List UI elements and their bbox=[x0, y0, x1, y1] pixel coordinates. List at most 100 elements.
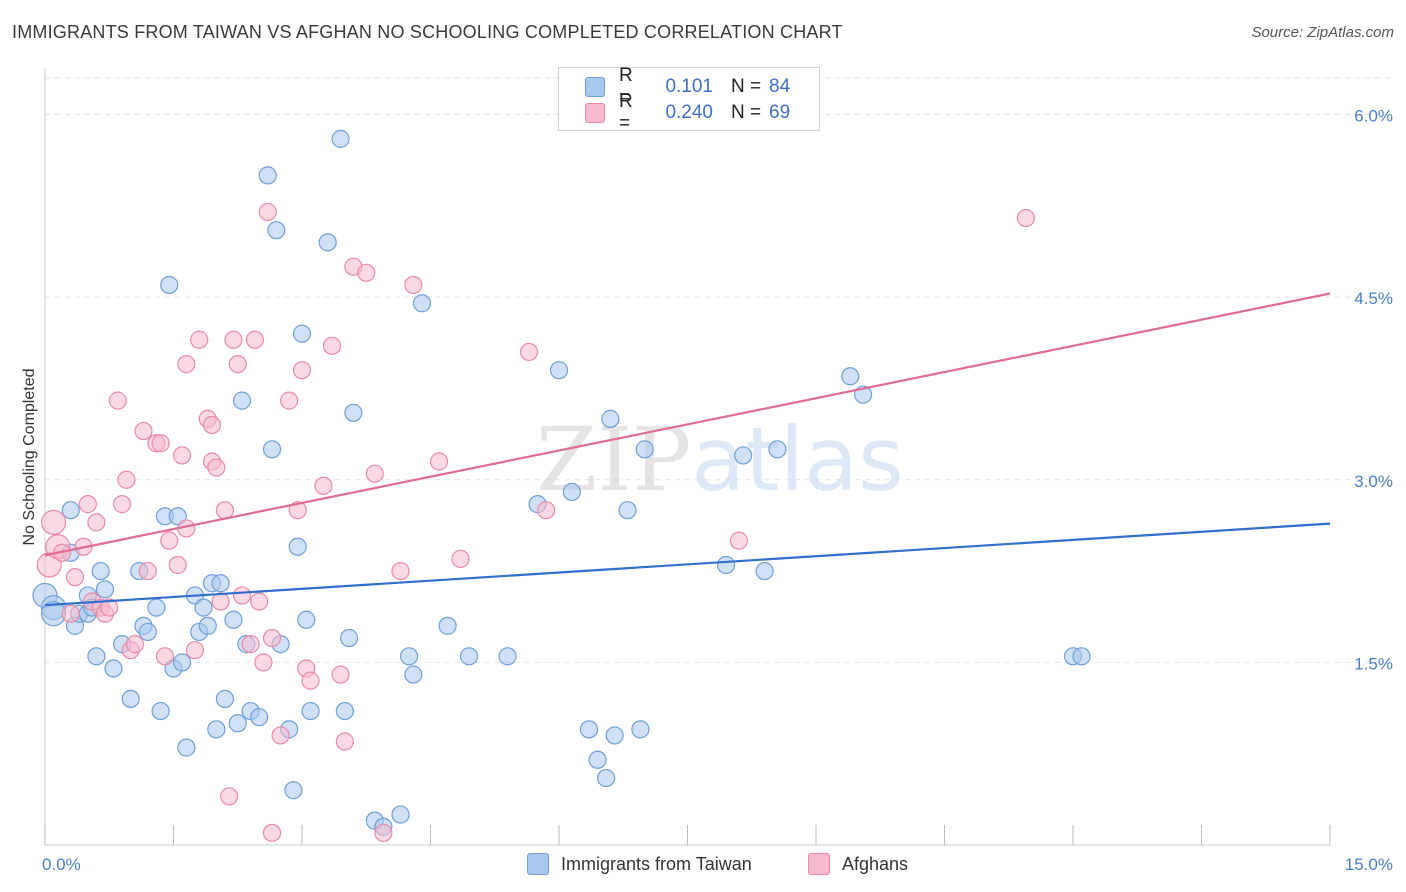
afghans-point bbox=[519, 342, 539, 362]
afghans-point bbox=[292, 361, 312, 380]
taiwan-point bbox=[198, 616, 217, 635]
legend-row-taiwan: R = 0.101 N = 84 bbox=[585, 65, 791, 108]
legend-n-value: 84 bbox=[769, 76, 791, 97]
afghans-point bbox=[215, 501, 234, 520]
taiwan-point bbox=[104, 659, 123, 678]
afghans-point bbox=[357, 263, 376, 282]
taiwan-point bbox=[228, 714, 247, 733]
axes bbox=[44, 68, 1331, 846]
taiwan-point bbox=[232, 391, 252, 410]
taiwan-point bbox=[605, 726, 624, 745]
taiwan-point bbox=[597, 768, 616, 788]
afghans-point bbox=[241, 635, 260, 654]
afghans-point bbox=[108, 391, 127, 410]
legend-swatch-taiwan bbox=[585, 77, 605, 97]
taiwan-point bbox=[404, 665, 423, 684]
taiwan-point bbox=[331, 129, 350, 148]
taiwan-point bbox=[284, 781, 303, 800]
afghans-point bbox=[117, 470, 136, 489]
x-tick-labels: 0.0% 15.0% bbox=[42, 855, 1393, 874]
y-tick-label: 1.5% bbox=[1354, 654, 1393, 673]
y-tick-labels: 1.5% 3.0% 4.5% 6.0% bbox=[1354, 107, 1393, 674]
afghans-point bbox=[40, 509, 67, 535]
afghans-point bbox=[258, 202, 277, 222]
afghans-point bbox=[451, 549, 470, 568]
legend-n-label: N = bbox=[731, 76, 762, 97]
taiwan-point bbox=[91, 561, 110, 581]
bottom-legend-swatch-afghans bbox=[808, 853, 830, 875]
taiwan-point bbox=[207, 720, 226, 739]
afghans-point bbox=[280, 391, 299, 410]
afghans-point bbox=[391, 561, 410, 581]
taiwan-point bbox=[344, 403, 363, 422]
legend-row-afghans: R = 0.240 N = 69 bbox=[585, 91, 791, 134]
legend-n-value: 69 bbox=[769, 102, 791, 123]
afghans-point bbox=[190, 330, 209, 349]
afghans-point bbox=[207, 458, 226, 477]
taiwan-point bbox=[138, 622, 157, 642]
afghans-point bbox=[155, 647, 175, 666]
taiwan-point bbox=[160, 275, 179, 295]
afghans-point bbox=[271, 726, 290, 745]
source-label: Source: ZipAtlas.com bbox=[1251, 24, 1394, 41]
taiwan-point bbox=[562, 482, 581, 502]
afghans-point bbox=[245, 330, 264, 349]
taiwan-point bbox=[1072, 647, 1091, 666]
afghans-point bbox=[65, 568, 85, 587]
afghans-point bbox=[87, 513, 106, 532]
afghans-point bbox=[232, 586, 252, 605]
afghans-point bbox=[172, 446, 192, 465]
afghans-point bbox=[160, 531, 179, 550]
afghans-point bbox=[100, 598, 119, 617]
afghans-point bbox=[335, 732, 354, 751]
taiwan-point bbox=[588, 750, 607, 769]
bottom-legend-taiwan: Immigrants from Taiwan bbox=[527, 852, 752, 876]
taiwan-point bbox=[292, 324, 312, 343]
afghans-point bbox=[138, 561, 157, 581]
taiwan-trend-line bbox=[44, 522, 1331, 607]
afghans-point bbox=[125, 635, 145, 654]
taiwan-point bbox=[635, 440, 654, 459]
afghans-point bbox=[365, 464, 384, 483]
taiwan-point bbox=[262, 440, 282, 459]
taiwan-point bbox=[340, 628, 359, 648]
bottom-legend-label-afghans: Afghans bbox=[842, 853, 909, 874]
taiwan-point bbox=[177, 738, 196, 757]
afghans-point bbox=[168, 555, 187, 575]
taiwan-point bbox=[716, 555, 736, 575]
scatter-points bbox=[32, 129, 1091, 842]
taiwan-point bbox=[579, 720, 599, 739]
taiwan-point bbox=[215, 689, 234, 709]
afghans-point bbox=[537, 501, 556, 520]
taiwan-point bbox=[601, 409, 620, 428]
watermark: ZIPatlas bbox=[536, 408, 904, 511]
afghans-point bbox=[322, 336, 342, 355]
legend-swatch-afghans bbox=[585, 103, 605, 123]
taiwan-point bbox=[618, 501, 637, 520]
taiwan-point bbox=[335, 701, 354, 721]
taiwan-point bbox=[734, 446, 753, 465]
afghans-point bbox=[220, 787, 239, 806]
taiwan-point bbox=[399, 647, 419, 666]
bottom-legend-label-taiwan: Immigrants from Taiwan bbox=[561, 853, 752, 874]
afghans-point bbox=[211, 592, 230, 611]
y-tick-label: 3.0% bbox=[1354, 472, 1393, 491]
bottom-legend-afghans: Afghans bbox=[808, 852, 908, 876]
chart-title: IMMIGRANTS FROM TAIWAN VS AFGHAN NO SCHO… bbox=[12, 22, 843, 42]
taiwan-point bbox=[61, 501, 80, 520]
bottom-legend-swatch-taiwan bbox=[527, 853, 549, 875]
taiwan-point bbox=[95, 580, 115, 599]
taiwan-point bbox=[391, 805, 410, 824]
legend-r-value: 0.240 bbox=[665, 102, 713, 123]
grid-lines bbox=[45, 77, 1390, 663]
afghans-point bbox=[61, 604, 80, 623]
taiwan-point bbox=[250, 708, 269, 727]
afghans-point bbox=[134, 421, 153, 441]
taiwan-point bbox=[194, 598, 213, 617]
taiwan-point bbox=[631, 720, 650, 739]
trend-lines bbox=[44, 292, 1331, 607]
afghans-point bbox=[1016, 208, 1035, 228]
taiwan-point bbox=[549, 361, 569, 380]
taiwan-point bbox=[498, 647, 517, 666]
